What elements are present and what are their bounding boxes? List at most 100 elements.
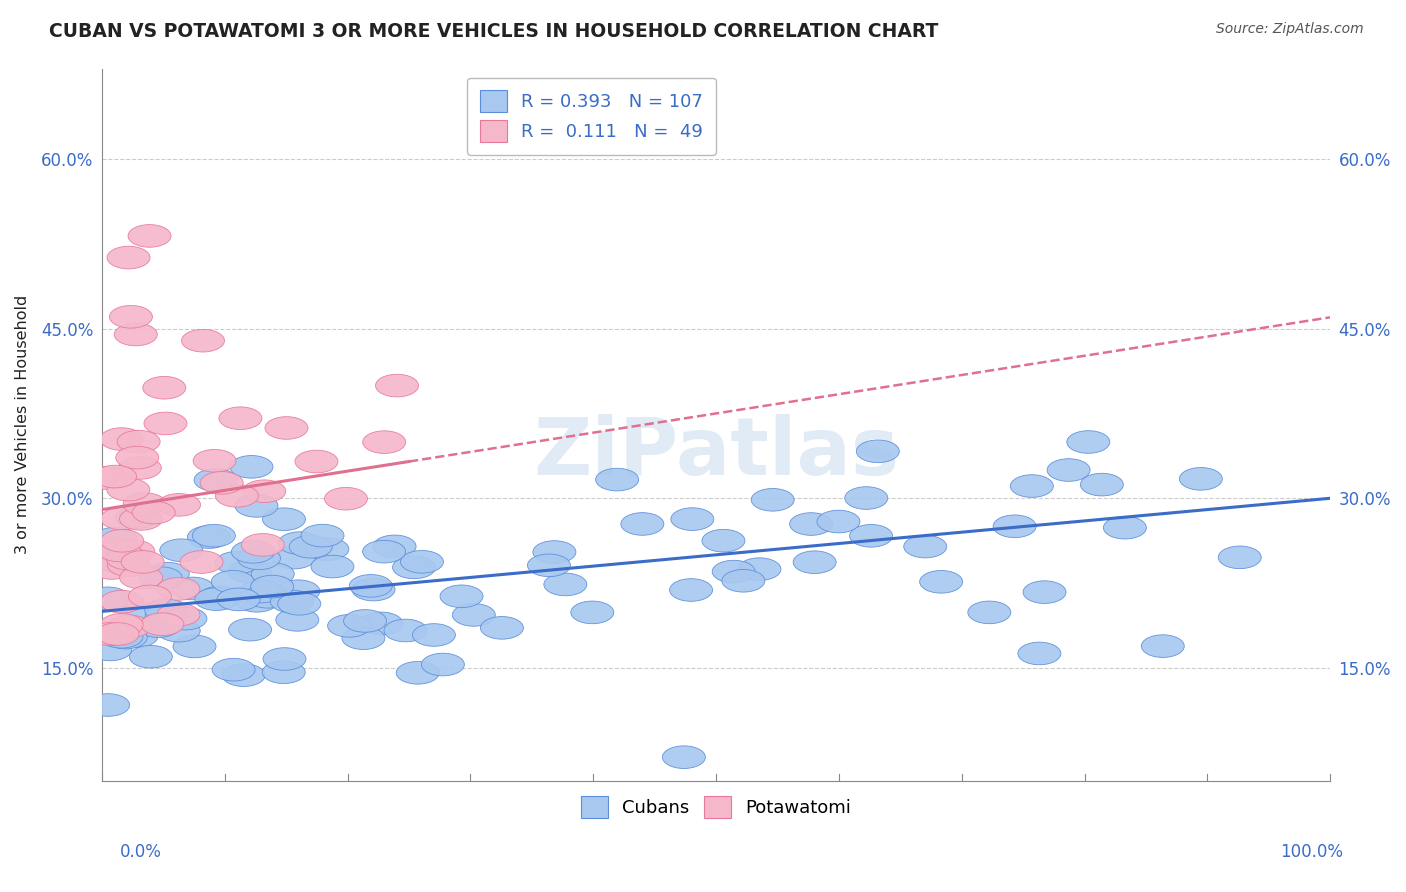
Ellipse shape [662, 746, 706, 769]
Ellipse shape [143, 412, 187, 434]
Ellipse shape [533, 541, 576, 564]
Ellipse shape [401, 550, 443, 574]
Ellipse shape [90, 557, 134, 579]
Ellipse shape [360, 612, 402, 635]
Ellipse shape [132, 501, 176, 524]
Ellipse shape [160, 539, 202, 562]
Ellipse shape [97, 539, 141, 562]
Ellipse shape [263, 648, 307, 670]
Ellipse shape [325, 487, 367, 510]
Ellipse shape [373, 535, 416, 558]
Ellipse shape [100, 625, 143, 648]
Ellipse shape [250, 575, 294, 598]
Ellipse shape [141, 613, 184, 635]
Ellipse shape [1142, 635, 1184, 657]
Ellipse shape [115, 625, 157, 648]
Ellipse shape [98, 551, 142, 574]
Ellipse shape [993, 515, 1036, 538]
Ellipse shape [139, 566, 183, 590]
Ellipse shape [107, 547, 149, 570]
Ellipse shape [217, 588, 260, 611]
Ellipse shape [738, 558, 780, 581]
Ellipse shape [101, 530, 143, 552]
Ellipse shape [453, 604, 495, 626]
Ellipse shape [93, 623, 135, 645]
Ellipse shape [120, 566, 163, 589]
Ellipse shape [200, 472, 243, 494]
Ellipse shape [243, 480, 285, 502]
Ellipse shape [114, 323, 157, 346]
Ellipse shape [1180, 467, 1222, 490]
Ellipse shape [128, 585, 172, 607]
Ellipse shape [165, 607, 207, 630]
Ellipse shape [157, 578, 200, 600]
Ellipse shape [84, 467, 127, 489]
Ellipse shape [107, 554, 150, 576]
Ellipse shape [87, 694, 129, 716]
Ellipse shape [193, 524, 235, 547]
Ellipse shape [295, 450, 337, 473]
Ellipse shape [100, 614, 143, 636]
Ellipse shape [198, 586, 242, 609]
Ellipse shape [120, 602, 163, 624]
Ellipse shape [104, 626, 148, 648]
Ellipse shape [157, 493, 201, 516]
Ellipse shape [713, 560, 755, 582]
Ellipse shape [118, 457, 162, 479]
Ellipse shape [219, 407, 262, 430]
Ellipse shape [571, 601, 614, 624]
Ellipse shape [172, 577, 214, 599]
Ellipse shape [121, 550, 165, 574]
Ellipse shape [187, 525, 231, 549]
Ellipse shape [173, 635, 217, 657]
Ellipse shape [967, 601, 1011, 624]
Text: 100.0%: 100.0% [1279, 843, 1343, 861]
Ellipse shape [181, 329, 225, 352]
Ellipse shape [115, 446, 159, 469]
Ellipse shape [1067, 431, 1109, 453]
Ellipse shape [194, 468, 238, 491]
Ellipse shape [157, 619, 200, 642]
Ellipse shape [481, 616, 523, 640]
Ellipse shape [246, 585, 290, 608]
Ellipse shape [143, 376, 186, 399]
Ellipse shape [328, 615, 371, 637]
Ellipse shape [1011, 475, 1053, 498]
Ellipse shape [232, 541, 274, 563]
Ellipse shape [115, 506, 159, 529]
Ellipse shape [124, 492, 166, 516]
Ellipse shape [211, 571, 254, 593]
Ellipse shape [349, 574, 392, 597]
Ellipse shape [342, 627, 385, 649]
Ellipse shape [793, 551, 837, 574]
Ellipse shape [111, 540, 155, 563]
Ellipse shape [212, 658, 254, 681]
Ellipse shape [235, 494, 278, 517]
Ellipse shape [101, 508, 143, 530]
Ellipse shape [352, 578, 395, 601]
Ellipse shape [273, 546, 315, 569]
Ellipse shape [277, 580, 319, 602]
Ellipse shape [89, 638, 132, 661]
Ellipse shape [94, 466, 136, 488]
Ellipse shape [240, 580, 283, 603]
Ellipse shape [702, 529, 745, 552]
Ellipse shape [422, 653, 464, 676]
Ellipse shape [440, 585, 484, 607]
Ellipse shape [1047, 458, 1090, 482]
Ellipse shape [117, 430, 160, 453]
Ellipse shape [180, 550, 224, 574]
Ellipse shape [222, 664, 266, 687]
Ellipse shape [231, 456, 273, 478]
Legend: Cubans, Potawatomi: Cubans, Potawatomi [574, 789, 859, 825]
Ellipse shape [1218, 546, 1261, 568]
Ellipse shape [129, 646, 173, 668]
Ellipse shape [136, 615, 180, 638]
Ellipse shape [396, 662, 439, 684]
Ellipse shape [363, 541, 405, 563]
Ellipse shape [544, 574, 586, 596]
Y-axis label: 3 or more Vehicles in Household: 3 or more Vehicles in Household [15, 295, 30, 555]
Ellipse shape [596, 468, 638, 491]
Ellipse shape [856, 440, 900, 463]
Ellipse shape [1080, 474, 1123, 496]
